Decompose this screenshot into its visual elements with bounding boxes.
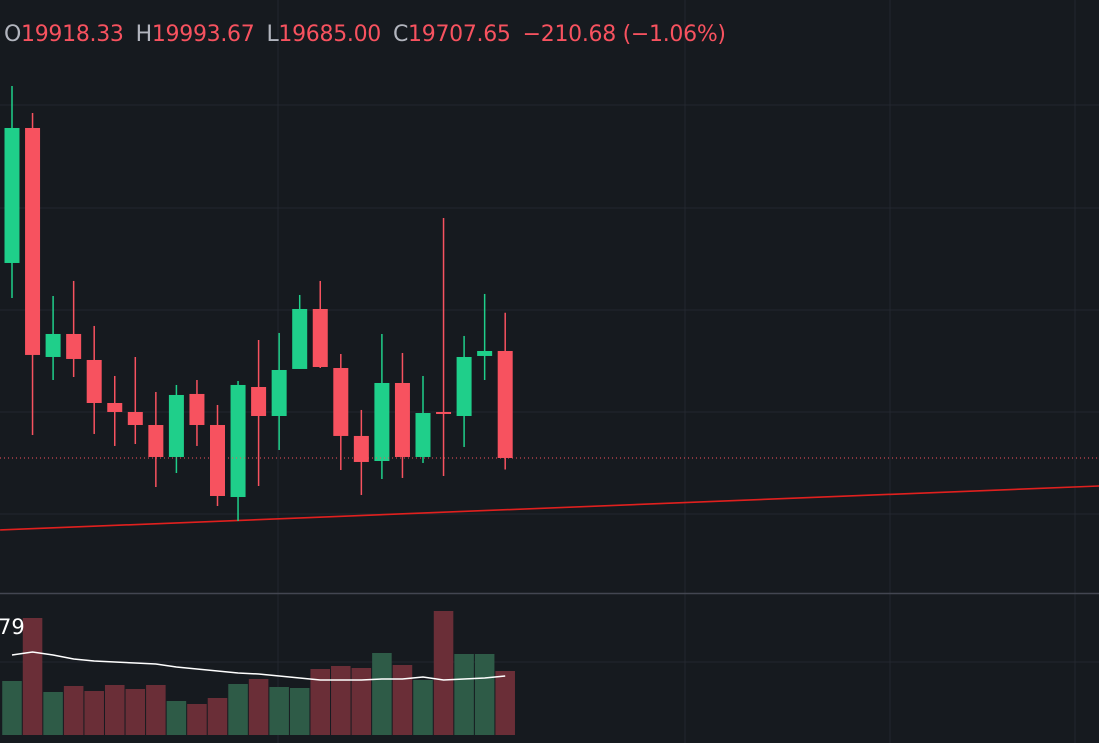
volume-label: 79 — [0, 615, 25, 639]
price-pane — [0, 85, 1099, 531]
candle-body — [66, 333, 82, 359]
candle-body — [45, 333, 61, 357]
candle-body — [86, 359, 102, 404]
high-value: 19993.67 — [151, 22, 255, 47]
volume-bar — [43, 692, 63, 735]
volume-bar — [248, 679, 269, 735]
volume-bar — [187, 704, 207, 735]
candle-body — [25, 127, 41, 355]
candle-body — [497, 350, 513, 458]
close-value: 19707.65 — [408, 22, 511, 47]
candle-body — [353, 435, 369, 462]
volume-bar — [125, 689, 146, 735]
candle-body — [394, 382, 410, 457]
volume-bar — [166, 701, 187, 735]
volume-pane — [2, 611, 515, 735]
volume-bar — [413, 680, 433, 735]
open-label: O — [4, 22, 22, 47]
volume-bar — [495, 671, 515, 735]
volume-bar — [310, 669, 331, 735]
candle-body — [148, 424, 164, 457]
candle-body — [436, 411, 452, 414]
volume-bar — [372, 653, 392, 735]
volume-bar — [269, 687, 289, 735]
change-value: −210.68 (−1.06%) — [522, 22, 726, 47]
candle-body — [251, 387, 267, 417]
candle-body — [4, 127, 20, 263]
volume-bar — [228, 684, 248, 735]
trendline — [0, 485, 1099, 531]
volume-ma-line — [11, 651, 506, 681]
candle-body — [415, 413, 431, 457]
volume-bar — [22, 618, 43, 735]
ohlc-legend: O19918.33 H19993.67 L19685.00 C19707.65 −210… — [4, 22, 738, 47]
high-label: H — [135, 22, 153, 47]
candle-body — [210, 424, 225, 496]
candle-body — [189, 393, 205, 425]
candle-body — [127, 411, 143, 425]
candle-body — [230, 384, 246, 498]
candle-body — [333, 368, 349, 436]
volume-bar — [84, 691, 104, 735]
low-value: 19685.00 — [278, 22, 381, 47]
volume-bar — [474, 654, 495, 735]
volume-bar — [351, 668, 372, 735]
volume-bar — [63, 686, 84, 735]
candle-body — [107, 403, 123, 412]
low-label: L — [266, 22, 279, 47]
candle-body — [292, 308, 308, 369]
candle-body — [168, 394, 184, 457]
volume-bar — [207, 698, 228, 735]
volume-bar — [331, 666, 351, 735]
candle-body — [312, 308, 328, 367]
volume-bar — [454, 654, 474, 735]
volume-bar — [392, 665, 413, 735]
volume-bar — [146, 685, 166, 735]
candle-body — [456, 356, 472, 417]
candle-body — [374, 382, 390, 462]
close-label: C — [392, 22, 409, 47]
volume-bar — [104, 685, 125, 735]
volume-bar — [289, 688, 310, 735]
open-value: 19918.33 — [21, 22, 124, 47]
candle-body — [271, 369, 287, 417]
volume-bar — [2, 681, 22, 735]
volume-bar — [433, 611, 454, 735]
candle-body — [477, 350, 493, 356]
